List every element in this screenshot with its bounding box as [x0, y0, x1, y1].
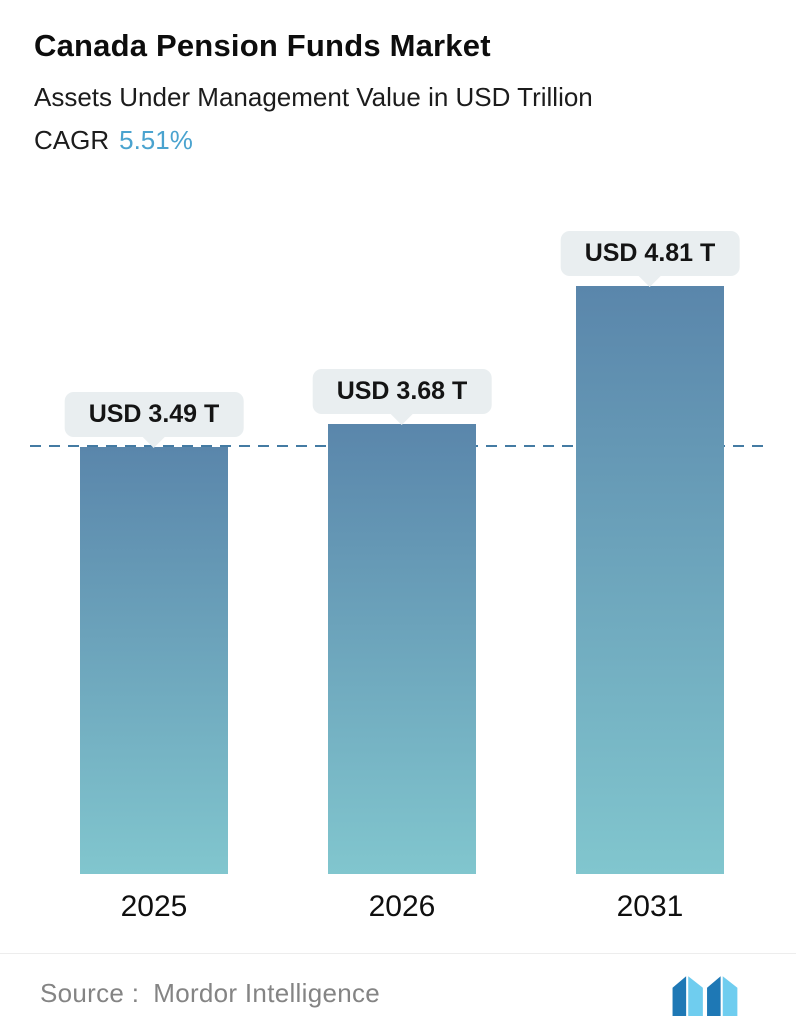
source-value: Mordor Intelligence — [153, 977, 381, 1008]
cagr-value: 5.51% — [119, 125, 193, 155]
chart-footer: Source : Mordor Intelligence — [0, 953, 796, 1034]
chart-subtitle: Assets Under Management Value in USD Tri… — [34, 82, 593, 112]
page-title: Canada Pension Funds Market — [34, 28, 491, 63]
bar-2031 — [576, 285, 724, 874]
bar-value-label: USD 3.49 T — [64, 392, 244, 438]
x-axis-label: 2026 — [368, 890, 436, 923]
chart-header: Canada Pension Funds Market Assets Under… — [0, 28, 796, 156]
bar-group-2025: USD 3.49 T 2025 — [64, 226, 244, 923]
bar-2026 — [328, 424, 476, 874]
bar-group-2026: USD 3.68 T 2026 — [312, 226, 492, 923]
source-line: Source : Mordor Intelligence — [40, 978, 380, 1009]
bar-value-label: USD 3.68 T — [312, 369, 492, 415]
source-label: Source : — [40, 977, 140, 1008]
bar-2025 — [80, 447, 228, 874]
x-axis-label: 2025 — [120, 890, 188, 923]
bar-value-label: USD 4.81 T — [560, 230, 740, 276]
bar-chart: USD 3.49 T 2025 USD 3.68 T 2026 USD 4.81… — [0, 226, 796, 923]
mordor-intelligence-logo — [672, 970, 740, 1016]
cagr-line: CAGR 5.51% — [34, 125, 762, 156]
cagr-label: CAGR — [34, 125, 110, 155]
x-axis-label: 2031 — [616, 890, 684, 923]
bar-group-2031: USD 4.81 T 2031 — [560, 226, 740, 923]
